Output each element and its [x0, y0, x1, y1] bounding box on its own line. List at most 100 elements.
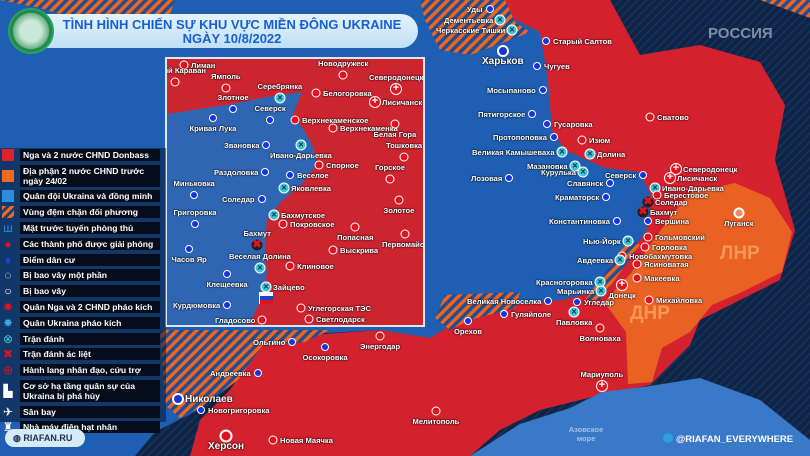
- battle-marker-icon[interactable]: ×: [268, 209, 280, 221]
- battle-marker-icon[interactable]: ×: [614, 254, 626, 266]
- battle-marker-icon[interactable]: ×: [260, 281, 272, 293]
- red-marker-icon[interactable]: [296, 303, 306, 313]
- red-marker-icon[interactable]: [399, 152, 409, 162]
- battle-marker-icon[interactable]: ×: [254, 262, 266, 274]
- blue-marker-icon[interactable]: [544, 297, 552, 305]
- red-marker-icon[interactable]: [632, 259, 642, 269]
- blue-marker-icon[interactable]: [258, 195, 266, 203]
- blue-marker-icon[interactable]: [254, 369, 262, 377]
- blue-marker-icon[interactable]: [185, 245, 193, 253]
- telegram-label: @RIAFAN_EVERYWHERE: [676, 434, 794, 445]
- red-marker-icon[interactable]: [394, 195, 404, 205]
- red-marker-icon[interactable]: [328, 123, 338, 133]
- battle-marker-icon[interactable]: ×: [568, 306, 580, 318]
- blue-marker-icon[interactable]: [613, 217, 621, 225]
- orange-marker-icon[interactable]: [733, 207, 745, 219]
- blue-marker-icon[interactable]: [533, 62, 541, 70]
- blue-marker-icon[interactable]: [528, 110, 536, 118]
- red-marker-icon[interactable]: [285, 261, 295, 271]
- blue-marker-icon[interactable]: [261, 168, 269, 176]
- red-marker-icon[interactable]: [645, 112, 655, 122]
- blue-marker-icon[interactable]: [288, 338, 296, 346]
- blue-marker-icon[interactable]: [266, 116, 274, 124]
- red-marker-icon[interactable]: [652, 190, 662, 200]
- red-marker-icon[interactable]: [179, 60, 189, 70]
- battle-marker-icon[interactable]: ×: [278, 182, 290, 194]
- aid-marker-icon[interactable]: +: [390, 83, 402, 95]
- battle-marker-icon[interactable]: ×: [506, 24, 518, 36]
- blue-marker-icon[interactable]: [262, 141, 270, 149]
- red-marker-icon[interactable]: [632, 273, 642, 283]
- red-marker-icon[interactable]: [170, 77, 180, 87]
- blue-marker-icon[interactable]: [464, 317, 472, 325]
- red-marker-icon[interactable]: [643, 232, 653, 242]
- blue-marker-icon[interactable]: [190, 191, 198, 199]
- telegram-handle[interactable]: @RIAFAN_EVERYWHERE: [663, 433, 793, 445]
- red-marker-icon[interactable]: [350, 222, 360, 232]
- blue-marker-icon[interactable]: [539, 86, 547, 94]
- battle-marker-icon[interactable]: ×: [584, 148, 596, 160]
- red-marker-icon[interactable]: [257, 315, 267, 325]
- blue-marker-icon[interactable]: [286, 171, 294, 179]
- bigred-marker-icon[interactable]: [219, 429, 233, 443]
- red-marker-icon[interactable]: [314, 160, 324, 170]
- red-marker-icon[interactable]: [290, 115, 300, 125]
- fierce-marker-icon[interactable]: ✖: [251, 238, 263, 251]
- red-marker-icon[interactable]: [400, 229, 410, 239]
- blue-marker-icon[interactable]: [223, 301, 231, 309]
- red-marker-icon[interactable]: [221, 83, 231, 93]
- blue-marker-icon[interactable]: [229, 105, 237, 113]
- bigblue-marker-icon[interactable]: [172, 393, 184, 405]
- blue-marker-icon[interactable]: [606, 179, 614, 187]
- red-marker-icon[interactable]: [328, 245, 338, 255]
- battle-marker-icon[interactable]: ×: [569, 160, 581, 172]
- aid-marker-icon[interactable]: +: [596, 380, 608, 392]
- red-marker-icon[interactable]: [577, 135, 587, 145]
- red-marker-icon[interactable]: [390, 119, 400, 129]
- battle-marker-icon[interactable]: ×: [622, 235, 634, 247]
- battle-marker-icon[interactable]: ×: [595, 285, 607, 297]
- fierce-marker-icon[interactable]: ✖: [637, 205, 649, 218]
- battle-marker-icon[interactable]: ×: [556, 146, 568, 158]
- red-marker-icon[interactable]: [595, 323, 605, 333]
- blue-marker-icon[interactable]: [644, 217, 652, 225]
- blue-marker-icon[interactable]: [573, 298, 581, 306]
- blue-marker-icon[interactable]: [486, 5, 494, 13]
- battle-marker-icon[interactable]: ×: [577, 166, 589, 178]
- blue-marker-icon[interactable]: [209, 114, 217, 122]
- red-marker-icon[interactable]: [304, 314, 314, 324]
- battle-marker-icon[interactable]: ×: [295, 139, 307, 151]
- blue-marker-icon[interactable]: [191, 220, 199, 228]
- aid-marker-icon[interactable]: +: [616, 279, 628, 291]
- aid-marker-icon[interactable]: +: [369, 96, 381, 108]
- red-marker-icon[interactable]: [311, 88, 321, 98]
- blue-marker-icon[interactable]: [500, 310, 508, 318]
- blue-marker-icon[interactable]: [197, 406, 205, 414]
- place-label: Мазановка: [527, 161, 568, 171]
- red-marker-icon[interactable]: [640, 242, 650, 252]
- blue-marker-icon[interactable]: [505, 174, 513, 182]
- fierce-marker-icon[interactable]: ✖: [642, 195, 654, 208]
- blue-marker-icon[interactable]: [639, 171, 647, 179]
- red-marker-icon[interactable]: [385, 174, 395, 184]
- bigblue-marker-icon[interactable]: [497, 45, 509, 57]
- place-label: Ямполь: [211, 72, 241, 81]
- battle-marker-icon[interactable]: ×: [494, 14, 506, 26]
- blue-marker-icon[interactable]: [602, 193, 610, 201]
- red-marker-icon[interactable]: [268, 435, 278, 445]
- website-badge[interactable]: ◍ RIAFAN.RU: [5, 429, 85, 447]
- blue-marker-icon[interactable]: [223, 270, 231, 278]
- legend-item: ✈ Sân bay: [2, 404, 166, 419]
- aid-marker-icon[interactable]: +: [664, 172, 676, 184]
- blue-marker-icon[interactable]: [543, 120, 551, 128]
- blue-marker-icon[interactable]: [542, 37, 550, 45]
- red-marker-icon[interactable]: [375, 331, 385, 341]
- blue-marker-icon[interactable]: [550, 133, 558, 141]
- red-marker-icon[interactable]: [278, 219, 288, 229]
- red-marker-icon[interactable]: [644, 295, 654, 305]
- blue-marker-icon[interactable]: [321, 343, 329, 351]
- red-marker-icon[interactable]: [338, 70, 348, 80]
- red-marker-icon[interactable]: [431, 406, 441, 416]
- battle-marker-icon[interactable]: ×: [274, 92, 286, 104]
- battle-icon: ⊗: [2, 331, 14, 346]
